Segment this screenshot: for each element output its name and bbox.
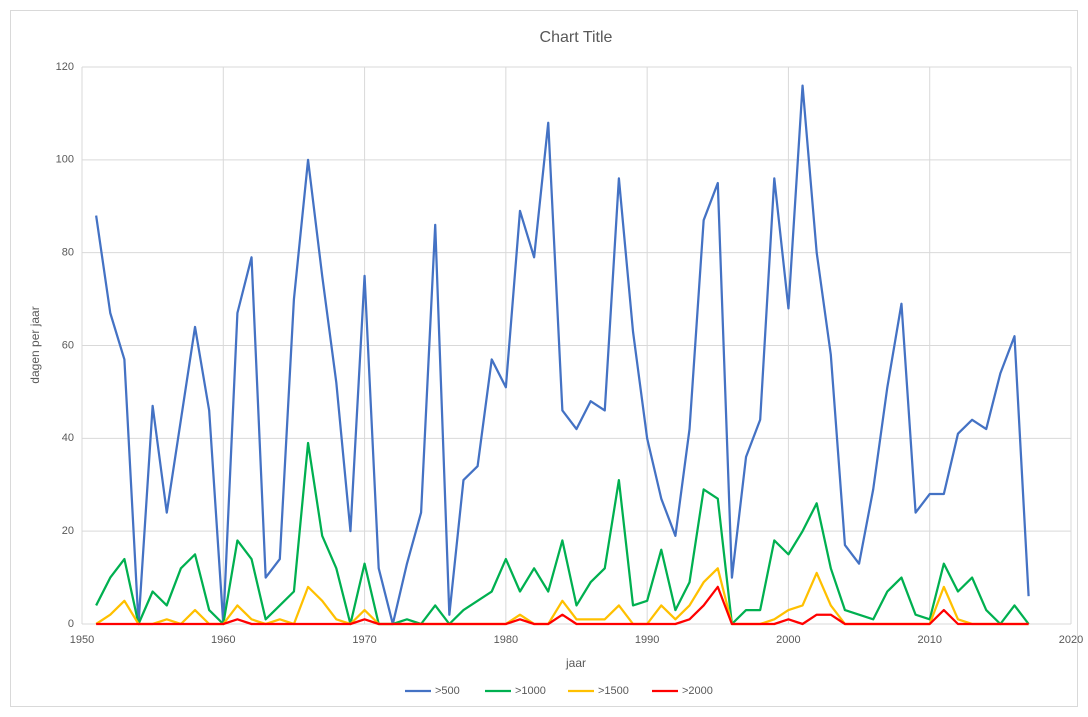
y-tick-label: 0 [68,618,74,630]
y-tick-label: 40 [62,432,74,444]
x-tick-label: 1980 [494,634,518,646]
series-line [95,441,1030,626]
x-tick-label: 1990 [635,634,659,646]
legend-label: >2000 [682,685,713,697]
y-axis-label: dagen per jaar [28,306,42,383]
x-tick-label: 1970 [352,634,376,646]
x-axis-label: jaar [565,656,586,670]
y-tick-label: 60 [62,339,74,351]
y-tick-label: 120 [56,61,74,73]
y-tick-label: 80 [62,247,74,259]
legend-label: >1500 [598,685,629,697]
y-tick-label: 20 [62,525,74,537]
legend-label: >500 [435,685,460,697]
x-tick-label: 2020 [1059,634,1083,646]
x-tick-label: 1960 [211,634,235,646]
chart-border [10,10,1078,707]
x-tick-label: 2010 [917,634,941,646]
series-line [95,84,1030,626]
x-tick-label: 2000 [776,634,800,646]
series-line [96,585,1029,626]
legend-label: >1000 [515,685,546,697]
chart-title: Chart Title [540,29,613,46]
y-tick-label: 100 [56,154,74,166]
x-tick-label: 1950 [70,634,94,646]
